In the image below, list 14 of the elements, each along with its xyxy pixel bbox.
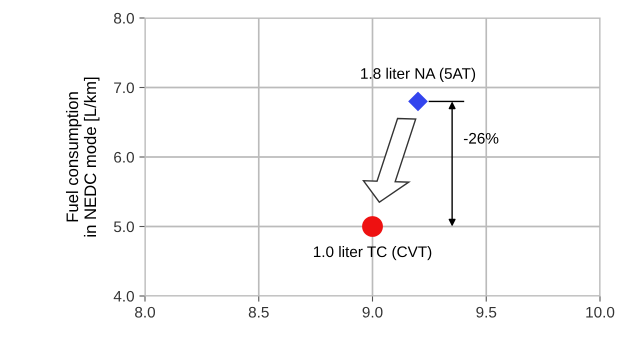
annotation: 1.8 liter NA (5AT) <box>361 68 476 82</box>
y-tick-label: 7.0 <box>114 82 134 94</box>
x-tick-label: 9.5 <box>476 306 496 318</box>
annotation: 1.0 liter TC (CVT) <box>314 246 432 260</box>
y-tick-label: 4.0 <box>114 290 134 302</box>
y-tick-label: 6.0 <box>114 152 134 163</box>
x-tick-label: 8.5 <box>248 306 269 318</box>
x-tick-label: 8.0 <box>135 306 156 318</box>
x-tick-label: 9.0 <box>362 306 383 318</box>
x-tick-label: 10.0 <box>586 306 614 318</box>
y-tick-label: 8.0 <box>114 12 134 24</box>
y-tick-label: 5.0 <box>114 221 134 232</box>
y-axis-title: Fuel consumption in NEDC mode [L/km] <box>66 78 100 236</box>
annotation: -26% <box>464 132 498 144</box>
